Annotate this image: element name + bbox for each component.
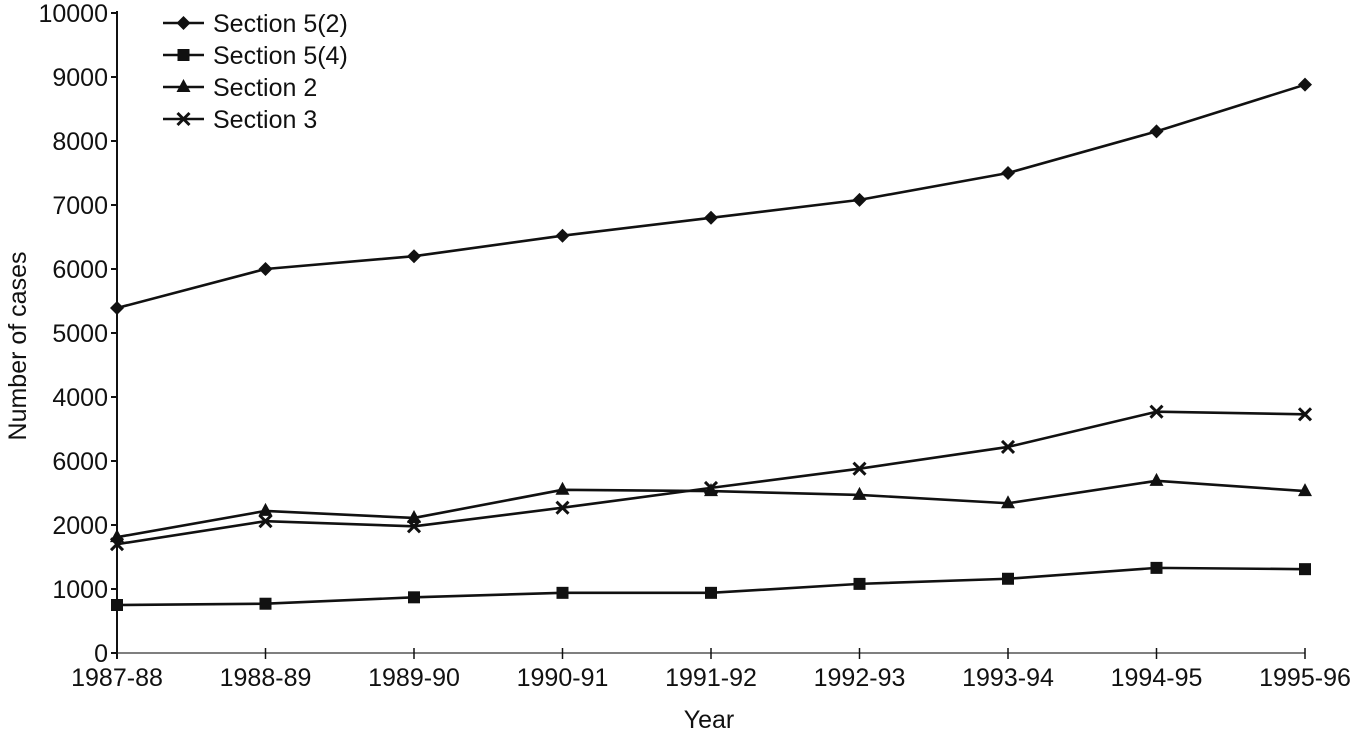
data-point-diamond-icon <box>1149 124 1164 139</box>
legend: Section 5(2) Section 5(4) Section 2 Section… <box>163 10 348 134</box>
data-point-triangle-icon <box>1298 483 1312 497</box>
data-point-triangle-icon <box>852 486 867 500</box>
y-tick-label: 6000 <box>52 256 108 284</box>
series-layer <box>109 77 1313 611</box>
data-point-square-icon <box>111 599 123 611</box>
x-tick-label: 1995-96 <box>1259 664 1351 692</box>
series-line <box>116 566 1306 607</box>
data-point-square-icon <box>853 577 866 590</box>
x-tick-label: 1989-90 <box>368 664 460 692</box>
legend-item: Section 3 <box>163 106 317 134</box>
y-axis: 0 1000 2000 6000 4000 5000 6000 7000 8000 9000 100… <box>38 0 118 668</box>
x-tick-label: 1993-94 <box>962 664 1054 692</box>
data-point-diamond-icon <box>258 262 273 276</box>
y-tick-label: 10000 <box>38 0 108 28</box>
data-point-triangle-icon <box>1149 472 1164 486</box>
data-point-diamond-icon <box>1298 77 1312 92</box>
y-tick-label: 0 <box>94 640 108 668</box>
series-section-2 <box>110 472 1312 543</box>
data-point-triangle-icon <box>1001 495 1015 509</box>
data-point-square-icon <box>1150 561 1163 574</box>
data-point-x-icon <box>1149 404 1164 419</box>
x-axis: 1987-88 1988-89 1989-90 1990-91 1991-92 1992-… <box>71 648 1351 692</box>
series-line <box>116 410 1306 546</box>
series-section-5-4 <box>111 561 1311 611</box>
data-point-square-icon <box>1299 563 1311 576</box>
legend-label: Section 5(4) <box>213 42 348 70</box>
data-point-square-icon <box>556 586 569 599</box>
y-tick-label: 1000 <box>52 576 108 604</box>
data-point-diamond-icon <box>704 210 718 225</box>
data-point-diamond-icon <box>852 192 867 207</box>
y-tick-label: 6000 <box>52 448 108 476</box>
data-point-x-icon <box>109 537 125 552</box>
data-point-square-icon <box>259 597 272 610</box>
legend-label: Section 2 <box>213 74 317 102</box>
legend-item: Section 5(2) <box>163 10 348 38</box>
y-axis-title: Number of cases <box>4 252 32 441</box>
data-point-x-icon <box>258 514 273 529</box>
legend-diamond-icon <box>176 16 191 30</box>
y-tick-label: 2000 <box>52 512 108 540</box>
data-point-x-icon <box>703 480 719 495</box>
y-tick-label: 8000 <box>52 128 108 156</box>
data-point-triangle-icon <box>407 509 421 523</box>
x-tick-label: 1987-88 <box>71 664 163 692</box>
data-point-x-icon <box>852 461 867 476</box>
data-point-x-icon <box>555 500 570 515</box>
x-axis-title: Year <box>684 706 735 732</box>
series-section-3 <box>109 404 1313 552</box>
legend-label: Section 3 <box>213 106 317 134</box>
data-point-square-icon <box>408 591 420 604</box>
data-point-diamond-icon <box>110 301 124 316</box>
legend-x-icon <box>176 111 191 127</box>
legend-item: Section 2 <box>163 74 317 102</box>
data-point-diamond-icon <box>555 228 570 243</box>
data-point-triangle-icon <box>555 481 570 495</box>
data-point-triangle-icon <box>258 502 273 516</box>
y-tick-label: 5000 <box>52 320 108 348</box>
legend-item: Section 5(4) <box>163 42 348 70</box>
x-tick-label: 1988-89 <box>220 664 312 692</box>
data-point-x-icon <box>406 519 422 534</box>
data-point-diamond-icon <box>407 249 421 264</box>
x-tick-label: 1991-92 <box>665 664 757 692</box>
x-tick-label: 1990-91 <box>517 664 609 692</box>
y-tick-label: 9000 <box>52 64 108 92</box>
legend-square-icon <box>177 49 190 61</box>
legend-label: Section 5(2) <box>213 10 348 38</box>
data-point-x-icon <box>1297 407 1313 422</box>
series-section-5-2 <box>110 77 1312 316</box>
y-tick-label: 4000 <box>52 384 108 412</box>
legend-triangle-icon <box>176 79 191 92</box>
x-tick-label: 1994-95 <box>1111 664 1203 692</box>
data-point-diamond-icon <box>1001 166 1015 180</box>
data-point-square-icon <box>1002 572 1014 585</box>
y-tick-label: 7000 <box>52 192 108 220</box>
data-point-square-icon <box>705 586 717 599</box>
data-point-x-icon <box>1000 439 1016 454</box>
x-tick-label: 1992-93 <box>814 664 906 692</box>
